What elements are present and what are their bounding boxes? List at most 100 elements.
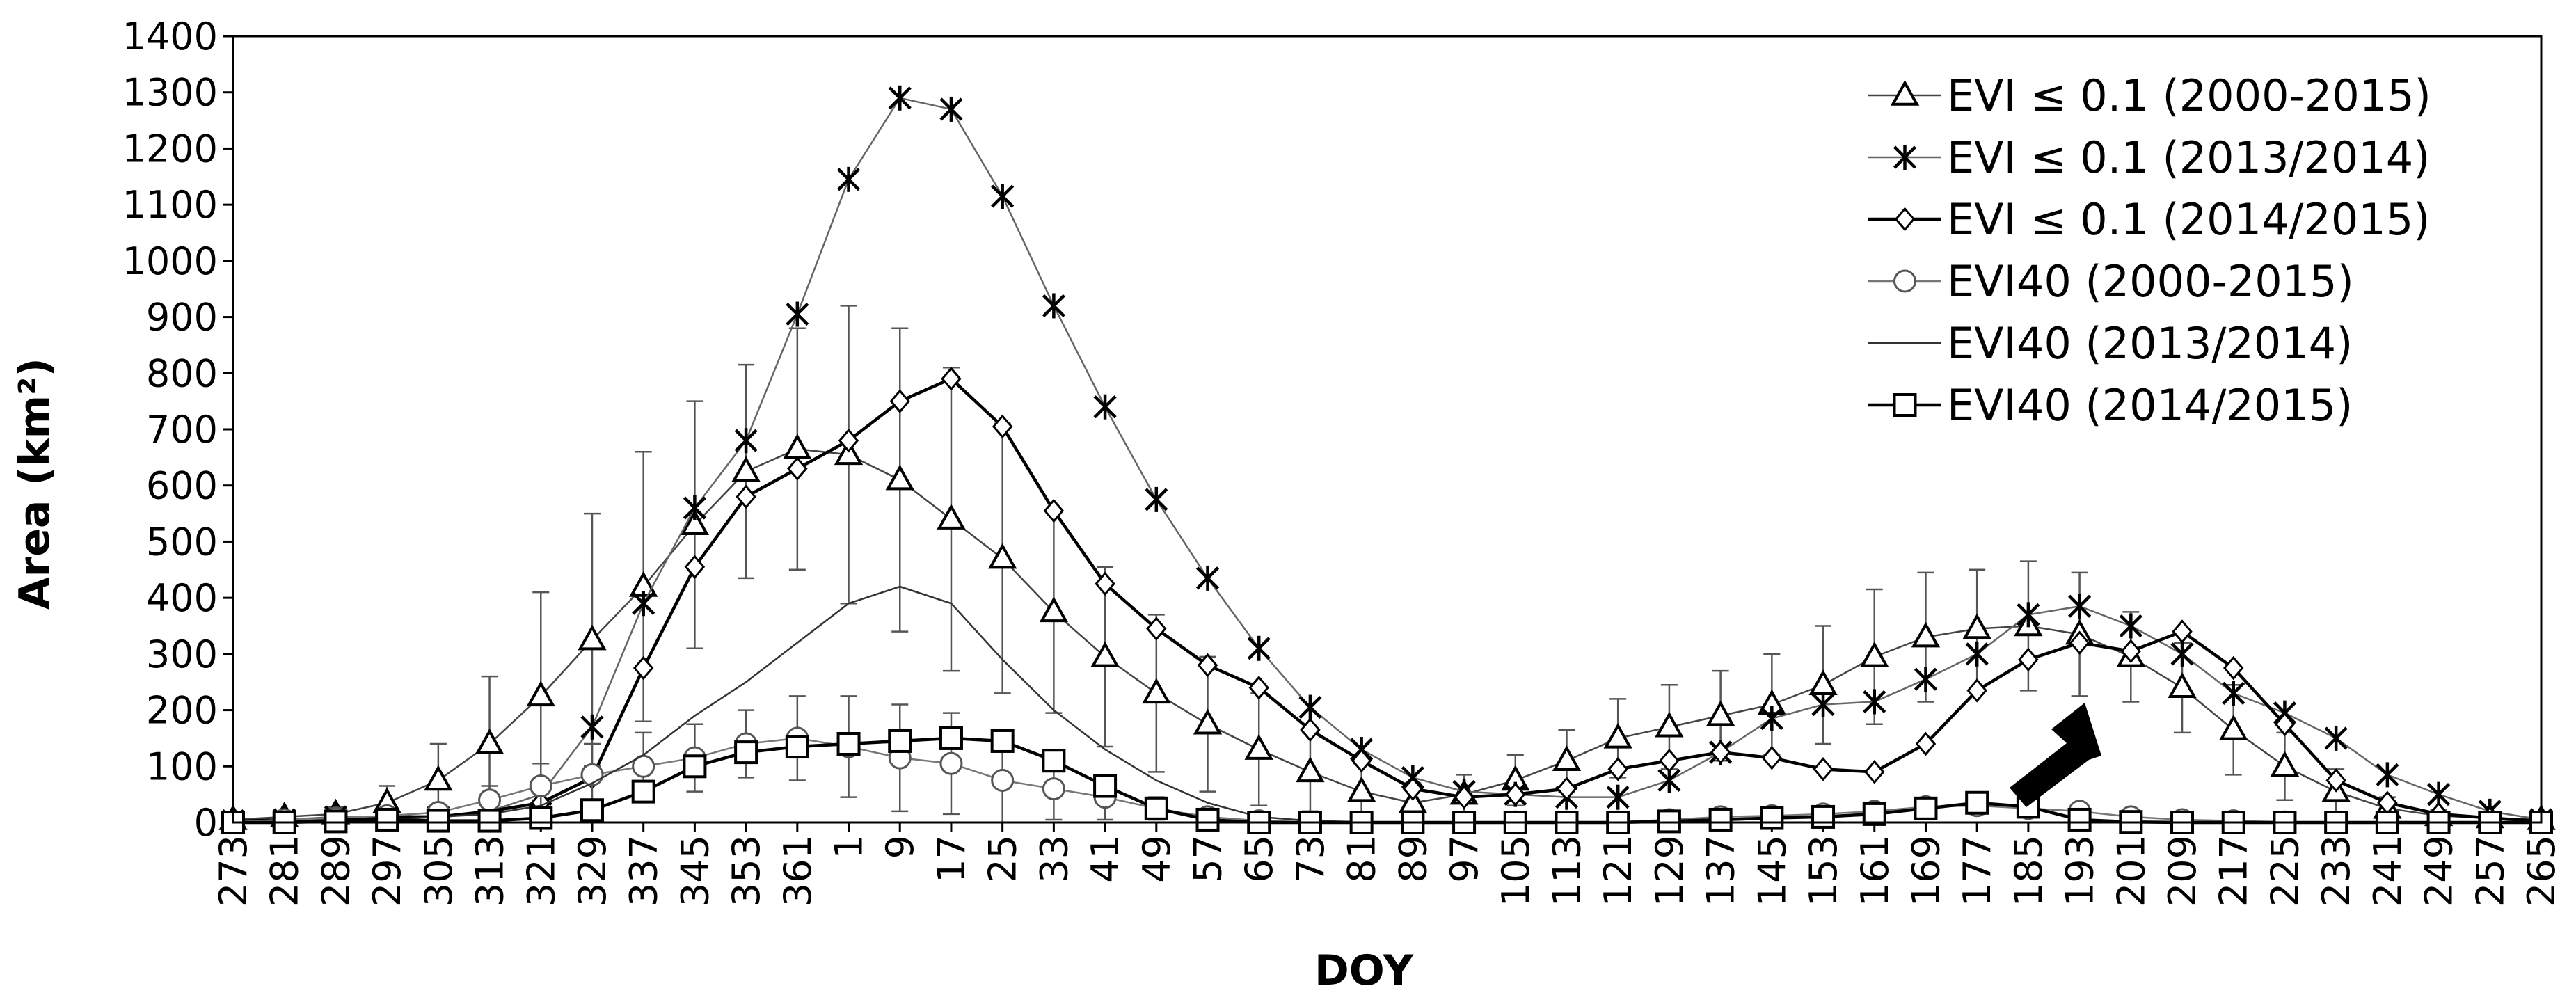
data-point [1863,689,1886,715]
data-point [736,484,756,509]
x-tick-label: 97 [1442,835,1486,883]
y-tick-label: 1100 [122,183,218,227]
data-point [2017,602,2040,628]
data-point [786,301,809,327]
data-point [578,624,607,651]
data-point [1556,777,1577,801]
data-point [836,166,861,192]
data-point [2172,619,2193,644]
legend-label: EVI40 (2013/2014) [1947,318,2353,369]
legend-label: EVI40 (2014/2015) [1947,380,2353,431]
data-point [580,798,604,822]
legend-label: EVI ≤ 0.1 (2013/2014) [1947,132,2430,183]
data-point [478,788,502,812]
data-point [580,714,604,740]
data-point [426,809,450,833]
x-tick-label: 201 [2109,835,2153,907]
legend-label: EVI40 (2000-2015) [1947,256,2354,307]
data-point [1247,635,1271,661]
x-tick-label: 241 [2366,835,2410,907]
data-point [1093,394,1117,420]
data-point [1761,745,1783,770]
data-point [477,809,502,833]
data-point [1811,692,1835,717]
x-tick-label: 249 [2417,835,2461,907]
x-tick-label: 321 [519,835,563,907]
data-point [2274,712,2296,737]
data-point [1244,733,1273,760]
x-tick-label: 217 [2212,835,2256,907]
data-point [1296,756,1325,783]
data-point [1708,807,1733,832]
data-point [1351,748,1372,773]
data-point [941,367,962,391]
plot-frame [232,35,2543,824]
data-point [888,85,912,111]
data-point [2325,768,2346,793]
x-tick-label: 17 [930,835,973,883]
x-tick-label: 57 [1186,835,1230,883]
data-point [1915,731,1937,756]
series-line [232,377,2542,823]
data-point [1552,745,1582,771]
y-tick-label: 1300 [122,71,218,115]
data-point [1710,740,1731,765]
x-tick-label: 257 [2468,835,2512,907]
data-point [1039,596,1069,623]
data-point [1864,760,1885,784]
data-point [1043,498,1065,523]
legend-item: EVI ≤ 0.1 (2014/2015) [1868,194,2430,245]
data-point [2324,725,2348,751]
data-point [2067,807,2092,832]
data-point [1042,749,1066,773]
data-point [2068,594,2092,619]
axis-layer: 0 100 200 300 400 500 600 700 800 900 1000 1100 1200… [122,15,2563,907]
x-tick-label: 121 [1596,835,1640,907]
data-point [939,96,963,122]
x-tick-label: 89 [1391,835,1435,883]
data-point [1659,748,1680,773]
data-point [1706,700,1735,726]
data-point [580,763,604,786]
x-tick-label: 9 [878,835,922,859]
y-axis-title: Area (km²) [10,358,59,610]
data-point [1811,804,1836,829]
x-tick-label: 1 [827,835,871,859]
x-tick-label: 65 [1237,835,1281,883]
x-tick-label: 81 [1340,835,1384,883]
data-point [1962,613,1991,639]
data-point [683,754,707,779]
x-tick-label: 145 [1750,835,1794,907]
y-tick-label: 1200 [122,127,218,170]
data-point [990,729,1015,753]
x-tick-label: 129 [1648,835,1692,907]
y-tick-label: 100 [146,745,218,788]
legend-marker [1893,145,1917,170]
legend-item: EVI40 (2013/2014) [1868,318,2353,369]
data-point [529,806,553,830]
x-axis-title: DOY [1314,946,1415,995]
data-point [1607,757,1628,781]
data-point [1966,678,1987,703]
y-tick-label: 1000 [122,239,218,283]
data-point [1402,777,1424,801]
data-point [734,740,758,765]
arrow-icon [2010,703,2101,807]
data-point [1657,809,1681,834]
data-point [2168,672,2197,699]
data-point [1144,796,1168,820]
x-tick-label: 113 [1545,835,1589,907]
data-point [1042,777,1065,801]
data-point [1760,806,1784,830]
x-tick-label: 193 [2058,835,2102,907]
data-point [683,495,706,520]
data-point [1195,565,1220,591]
data-point [2119,613,2142,639]
y-tick-label: 500 [146,520,218,564]
data-point [939,726,963,750]
data-point [424,765,453,791]
x-tick-label: 209 [2161,835,2204,907]
data-point [988,543,1017,569]
x-tick-label: 137 [1699,835,1743,907]
